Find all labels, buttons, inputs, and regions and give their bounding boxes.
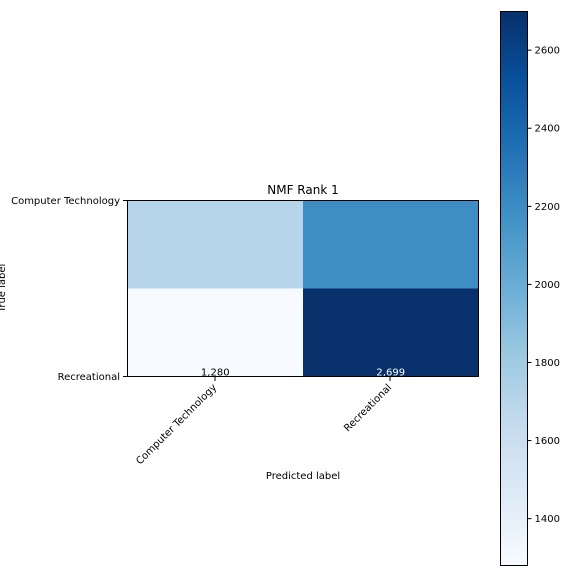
x-axis-label: Predicted label xyxy=(266,471,340,482)
heatmap-cells xyxy=(127,200,479,377)
y-axis: Computer Technology Recreational True la… xyxy=(0,196,128,383)
plot-frame xyxy=(127,200,479,377)
colorbar-ticks: 1400 1600 1800 2000 2200 2400 2600 xyxy=(527,46,560,525)
heatmap-cell xyxy=(127,200,303,289)
cell-annotation: 2,699 xyxy=(376,368,405,379)
y-tick-label: Computer Technology xyxy=(11,196,120,207)
y-tick-label: Recreational xyxy=(58,372,120,383)
chart-title: NMF Rank 1 xyxy=(267,183,338,197)
colorbar-tick-label: 1400 xyxy=(535,514,560,525)
heatmap-cell xyxy=(303,200,479,289)
cell-annotation: 1,280 xyxy=(201,368,230,379)
colorbar-tick-label: 2000 xyxy=(535,280,560,291)
colorbar-tick-label: 2200 xyxy=(535,202,560,213)
colorbar-tick-label: 1600 xyxy=(535,436,560,447)
colorbar-tick-label: 2400 xyxy=(535,124,560,135)
heatmap-cell xyxy=(303,288,479,377)
x-axis: Computer Technology Recreational Predict… xyxy=(134,376,394,482)
y-axis-label: True label xyxy=(0,264,8,314)
colorbar-tick-label: 2600 xyxy=(535,46,560,57)
colorbar-tick-label: 1800 xyxy=(535,358,560,369)
heatmap-cell xyxy=(127,288,303,377)
x-tick-label: Recreational xyxy=(342,382,394,434)
colorbar-gradient xyxy=(500,11,528,566)
x-tick-label: Computer Technology xyxy=(134,382,219,467)
colorbar: 1400 1600 1800 2000 2200 2400 2600 xyxy=(500,11,560,566)
